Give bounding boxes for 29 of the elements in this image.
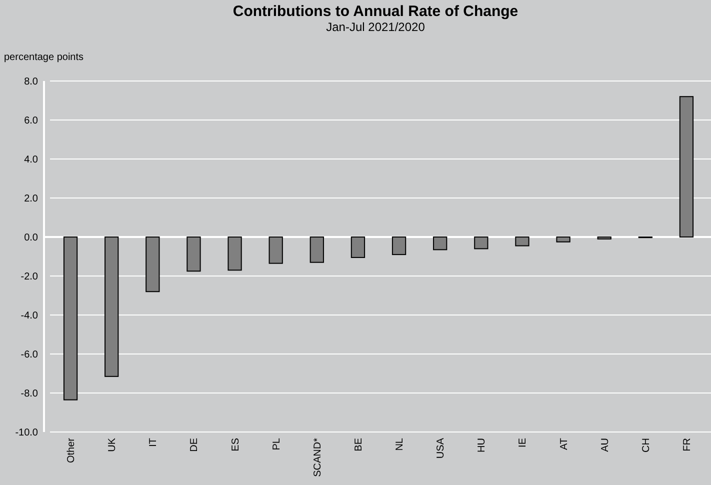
chart-title: Contributions to Annual Rate of Change [232,3,518,20]
y-tick-label: 2.0 [24,194,38,204]
y-tick-label: -10.0 [15,428,38,438]
x-tick-label: AU [600,438,611,452]
x-tick-label: ES [230,438,242,452]
x-tick-label: FR [682,438,693,452]
y-tick-label: -2.0 [20,272,38,282]
x-tick-label: IT [148,438,160,447]
x-tick-label: USA [436,438,447,459]
x-tick-label: CH [640,438,652,452]
y-tick-label: 4.0 [24,154,38,166]
x-tick-label: UK [107,438,118,452]
x-tick-label: HU [476,438,488,452]
x-tick-label: NL [394,438,406,451]
y-tick-label: 0.0 [24,232,38,244]
y-tick-label: -8.0 [20,388,38,400]
x-tick-label: DE [189,438,200,452]
y-tick-label: -4.0 [20,310,38,322]
x-tick-label: IE [518,438,529,448]
x-tick-label: BE [353,438,364,452]
x-tick-label: PL [271,438,282,450]
y-tick-label: 8.0 [24,76,38,88]
x-tick-label: Other [66,437,78,464]
y-tick-label: -6.0 [20,350,38,360]
y-tick-label: 6.0 [24,116,38,126]
y-axis-title: percentage points [4,52,84,63]
chart-subtitle: Jan-Jul 2021/2020 [326,20,426,34]
x-tick-label: SCAND* [312,438,324,477]
x-tick-label: AT [558,438,570,450]
